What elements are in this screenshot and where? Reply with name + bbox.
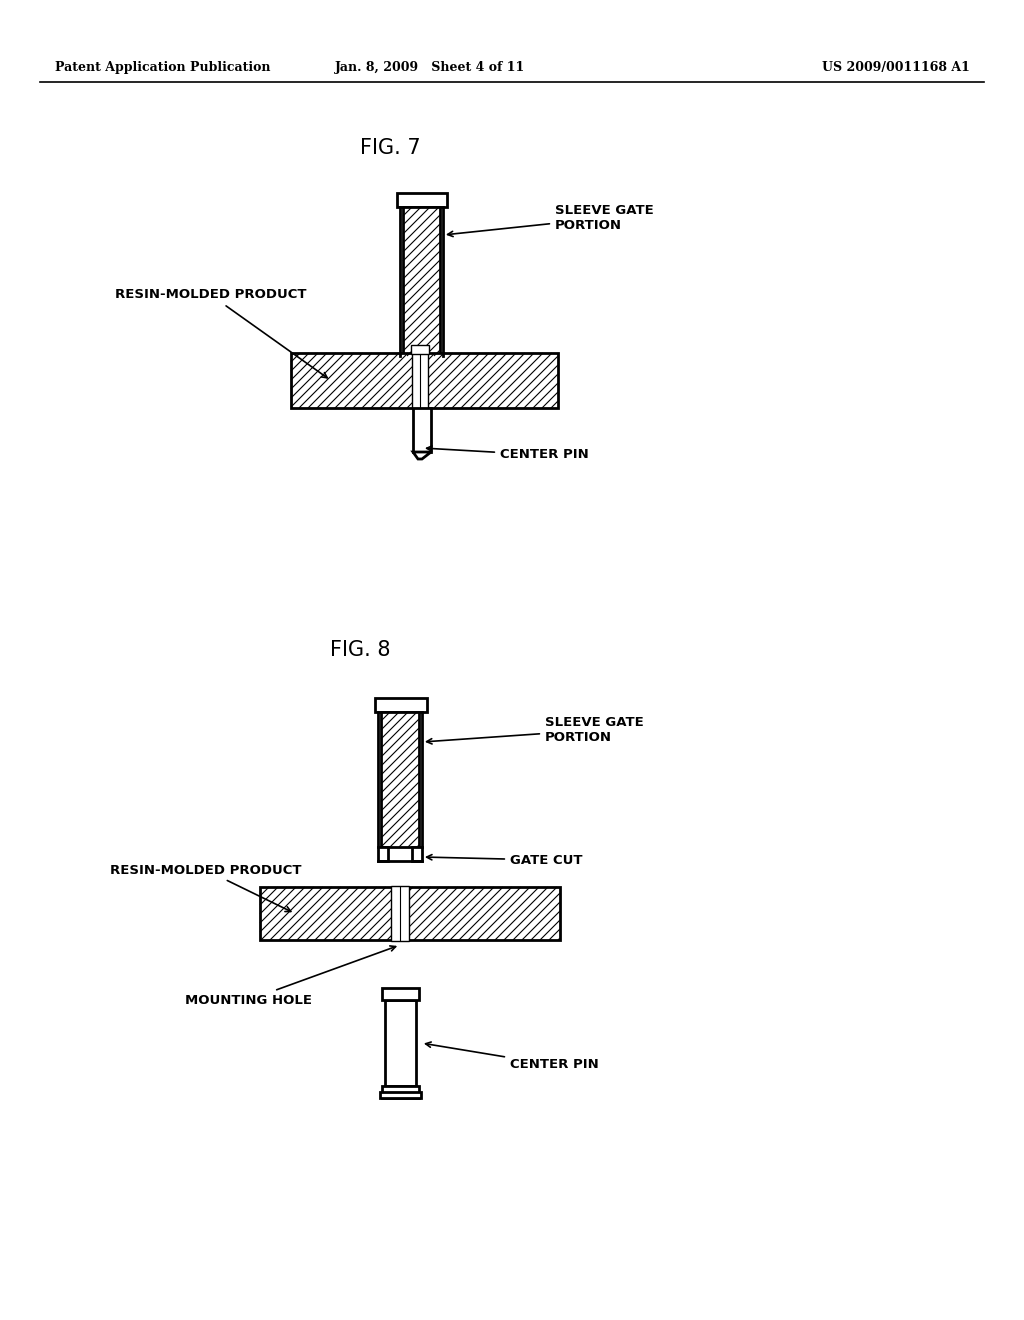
Bar xyxy=(291,352,558,408)
Text: Patent Application Publication: Patent Application Publication xyxy=(55,62,270,74)
Bar xyxy=(397,193,447,207)
Text: CENTER PIN: CENTER PIN xyxy=(427,446,589,462)
Bar xyxy=(382,1086,419,1098)
Bar xyxy=(413,408,431,451)
Text: SLEEVE GATE
PORTION: SLEEVE GATE PORTION xyxy=(427,715,644,744)
Bar xyxy=(380,1092,421,1098)
Text: FIG. 7: FIG. 7 xyxy=(359,139,420,158)
Bar xyxy=(411,345,429,354)
Text: Jan. 8, 2009   Sheet 4 of 11: Jan. 8, 2009 Sheet 4 of 11 xyxy=(335,62,525,74)
Bar xyxy=(382,987,419,1001)
Bar xyxy=(381,711,419,847)
Bar xyxy=(403,207,440,356)
Bar xyxy=(412,352,428,409)
Bar xyxy=(378,847,388,861)
Polygon shape xyxy=(413,451,431,459)
Text: GATE CUT: GATE CUT xyxy=(427,854,583,866)
Text: CENTER PIN: CENTER PIN xyxy=(426,1041,599,1072)
Bar xyxy=(260,887,560,940)
Bar xyxy=(412,847,422,861)
Text: RESIN-MOLDED PRODUCT: RESIN-MOLDED PRODUCT xyxy=(115,289,328,378)
Text: SLEEVE GATE
PORTION: SLEEVE GATE PORTION xyxy=(447,205,653,236)
Bar xyxy=(375,698,427,711)
Bar xyxy=(385,1001,416,1086)
Text: US 2009/0011168 A1: US 2009/0011168 A1 xyxy=(822,62,970,74)
Text: MOUNTING HOLE: MOUNTING HOLE xyxy=(185,946,395,1006)
Text: FIG. 8: FIG. 8 xyxy=(330,640,390,660)
Text: RESIN-MOLDED PRODUCT: RESIN-MOLDED PRODUCT xyxy=(110,863,301,912)
Bar xyxy=(391,886,409,941)
